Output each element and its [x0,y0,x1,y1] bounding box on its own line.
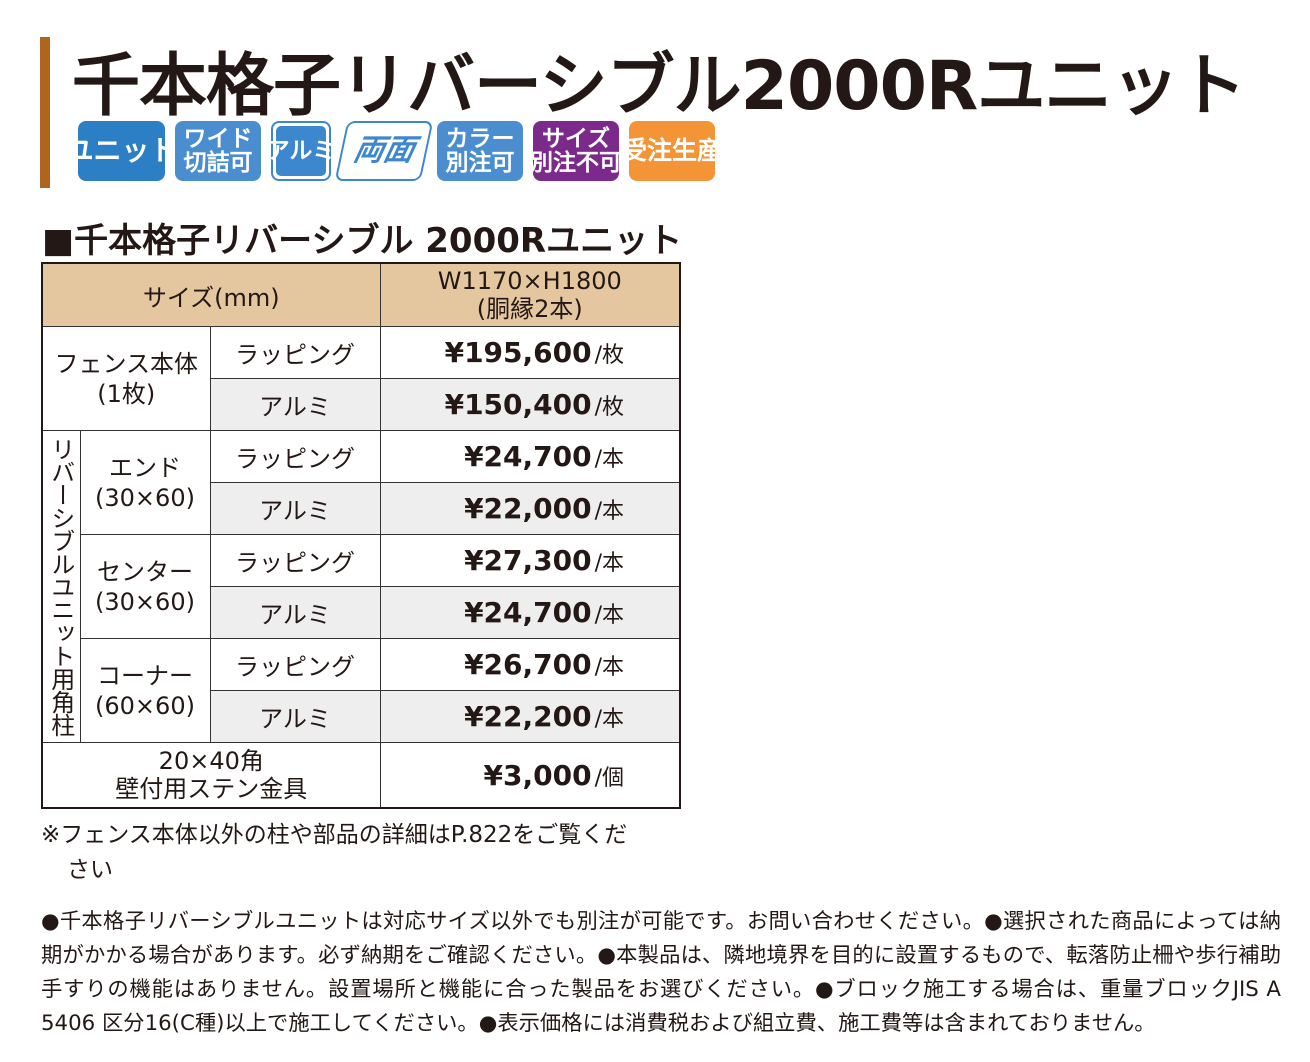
finish-wrapping: ラッピング [209,638,381,691]
page-title: 千本格子リバーシブル2000Rユニット [72,47,1246,126]
finish-wrapping: ラッピング [209,326,381,379]
badge-color-custom: カラー 別注可 [437,121,523,181]
table-row: アルミ ¥22,200/本 [42,690,681,743]
corner-post-label: コーナー (60×60) [79,638,211,743]
price-value: ¥150,400 [444,388,592,421]
badge-size-custom: サイズ 別注不可 [530,121,622,181]
fence-body-name: フェンス本体 [54,349,199,378]
price-cell: ¥27,300/本 [379,534,681,587]
price-cell: ¥150,400/枚 [379,378,681,431]
center-post-name: センター [97,557,193,586]
fitting-size: 20×40角 [158,747,264,775]
badge-unit: ユニット [66,121,178,181]
price-table: サイズ(mm) W1170×H1800 (胴縁2本) フェンス本体 (1枚) ラ… [41,262,682,809]
fence-body-qty: (1枚) [97,379,156,408]
price-cell: ¥195,600/枚 [379,326,681,379]
disclaimer-text: ●千本格子リバーシブルユニットは対応サイズ以外でも別注が可能です。お問い合わせく… [41,909,1281,1036]
finish-alumi: アルミ [209,482,381,535]
badge-color-label-2: 別注可 [445,150,515,176]
reference-note-line-2: さい [67,857,113,883]
table-row: 20×40角 壁付用ステン金具 ¥3,000/個 [41,742,681,809]
badge-color-label-1: カラー [445,125,515,152]
price-value: ¥24,700 [464,596,592,629]
badge-wide-label-2: 切詰可 [183,150,253,176]
price-value: ¥195,600 [444,336,592,369]
table-row: フェンス本体 (1枚) ラッピング ¥195,600/枚 [41,326,681,431]
corner-post-size: (60×60) [95,691,195,720]
price-value: ¥27,300 [464,544,592,577]
price-value: ¥22,000 [464,492,592,525]
title-accent-bar [40,37,50,188]
badge-wide-cut: ワイド 切詰可 [175,121,261,181]
section-title: ■千本格子リバーシブル 2000Rユニット [42,221,683,261]
finish-alumi: アルミ [209,690,381,743]
header-dim-size: W1170×H1800 [437,267,622,295]
post-group-text: リバーシブルユニット用角柱 [46,437,75,736]
price-value: ¥3,000 [483,758,592,792]
price-unit: /枚 [594,395,625,420]
corner-post-name: コーナー [97,661,193,690]
table-row: リバーシブルユニット用角柱 エンド (30×60) ラッピング ¥24,700/… [41,430,681,743]
header-dimension: W1170×H1800 (胴縁2本) [379,262,681,327]
center-post-size: (30×60) [95,587,195,616]
price-cell: ¥24,700/本 [379,430,681,483]
fence-body-label: フェンス本体 (1枚) [41,326,211,431]
price-value: ¥24,700 [464,440,592,473]
badge-order-label: 受注生産 [622,135,723,165]
end-post-label: エンド (30×60) [79,430,211,535]
badge-size-label-1: サイズ [541,125,611,152]
badge-alumi-label: アルミ [267,126,335,176]
finish-alumi: アルミ [209,378,381,431]
end-post-size: (30×60) [95,483,195,512]
price-unit: /本 [594,707,625,732]
badge-aluminum: アルミ [267,121,335,181]
badge-wide-label-1: ワイド [183,125,253,152]
price-unit: /本 [594,655,625,680]
badge-double-sided: 両面 [334,121,434,181]
reference-note-line-1: ※フェンス本体以外の柱や部品の詳細はP.822をご覧くだ [41,822,628,848]
badge-size-label-2: 別注不可 [530,150,622,176]
feature-badges: ユニット ワイド 切詰可 アルミ 両面 カラー 別注可 サイズ 別注不可 受注生… [66,121,725,181]
price-value: ¥22,200 [464,700,592,733]
table-row: アルミ ¥150,400/枚 [42,378,681,431]
post-group-label: リバーシブルユニット用角柱 [41,430,81,743]
table-row: アルミ ¥24,700/本 [42,586,681,639]
center-post-label: センター (30×60) [79,534,211,639]
price-cell: ¥22,000/本 [379,482,681,535]
table-header-row: サイズ(mm) W1170×H1800 (胴縁2本) [41,262,681,327]
price-cell: ¥3,000/個 [379,742,681,809]
header-size: サイズ(mm) [41,262,381,327]
price-cell: ¥22,200/本 [379,690,681,743]
price-value: ¥26,700 [464,648,592,681]
price-unit: /本 [594,551,625,576]
reference-note: ※フェンス本体以外の柱や部品の詳細はP.822をご覧くだ さい [41,818,681,888]
table-row: センター (30×60) ラッピング ¥27,300/本 [42,534,681,639]
fitting-name: 壁付用ステン金具 [115,775,308,803]
price-unit: /本 [594,447,625,472]
badge-made-to-order: 受注生産 [622,121,722,181]
price-unit: /本 [594,499,625,524]
badge-ryomen-label: 両面 [350,133,418,169]
fitting-label: 20×40角 壁付用ステン金具 [41,742,381,809]
finish-wrapping: ラッピング [209,430,381,483]
end-post-name: エンド [109,453,181,482]
price-unit: /枚 [594,343,625,368]
price-unit: /個 [594,765,625,791]
finish-wrapping: ラッピング [209,534,381,587]
badge-unit-label: ユニット [65,134,178,168]
price-cell: ¥26,700/本 [379,638,681,691]
header-dim-note: (胴縁2本) [476,295,583,323]
price-unit: /本 [594,603,625,628]
table-row: コーナー (60×60) ラッピング ¥26,700/本 [42,638,681,743]
finish-alumi: アルミ [209,586,381,639]
price-cell: ¥24,700/本 [379,586,681,639]
